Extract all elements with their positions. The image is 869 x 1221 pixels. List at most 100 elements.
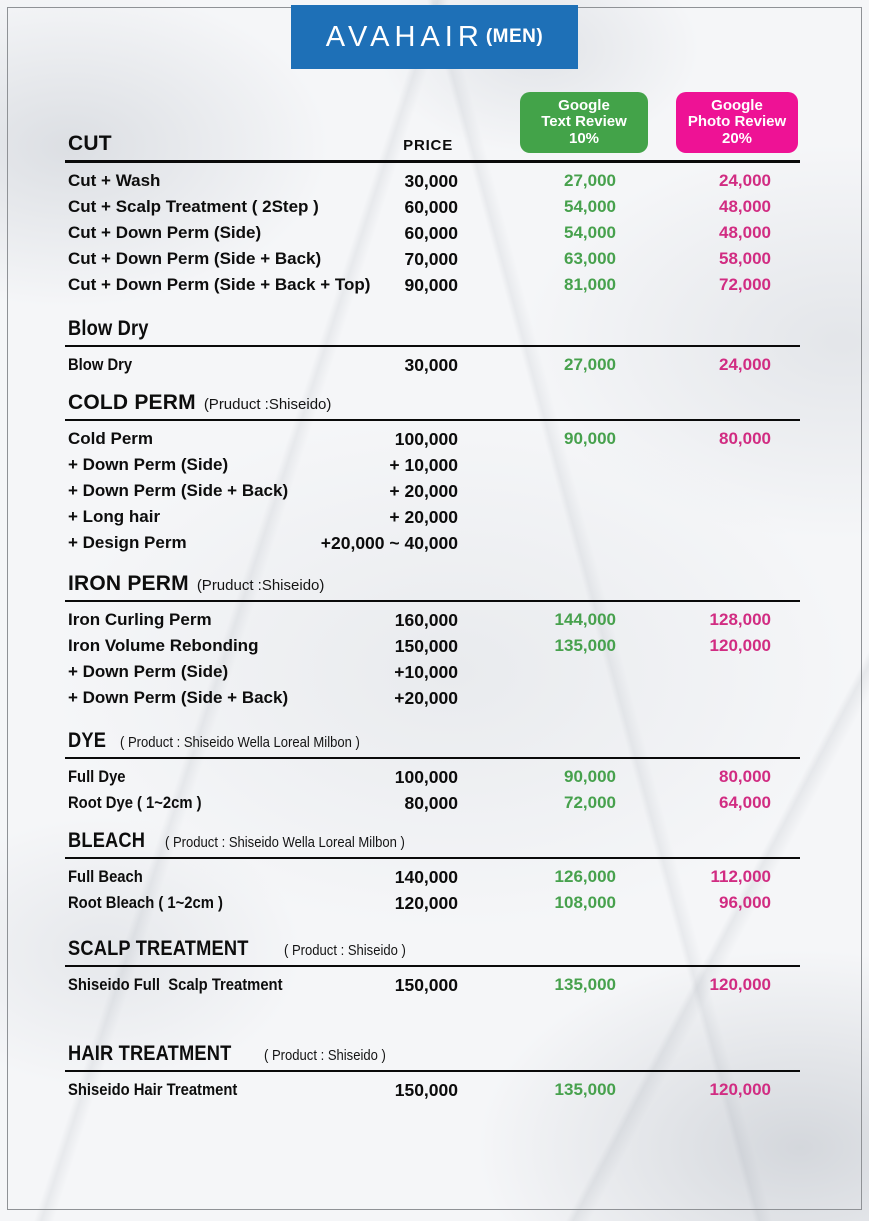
photo-review-price: 72,000 [719, 275, 771, 294]
text-review-price: 27,000 [564, 171, 616, 190]
service-name: + Down Perm (Side + Back) [68, 688, 289, 707]
service-name: Cut + Down Perm (Side) [68, 223, 262, 242]
section-cut: CUT PRICE Cut + Wash 30,000 27,000 24,000 Cut … [65, 132, 800, 298]
price-row: Cold Perm 100,000 90,000 80,000 [68, 426, 771, 452]
service-name: + Long hair [68, 507, 161, 526]
price-value: 150,000 [394, 974, 458, 995]
price-row: + Down Perm (Side + Back) +20,000 [68, 685, 771, 711]
section-note: ( Product : Shiseido Wella Loreal Milbon… [119, 734, 360, 751]
photo-review-price: 112,000 [710, 867, 771, 886]
price-row: Cut + Down Perm (Side) 60,000 54,000 48,000 [68, 220, 771, 246]
photo-review-price: 120,000 [709, 1080, 771, 1099]
price-row: Iron Curling Perm 160,000 144,000 128,000 [68, 607, 771, 633]
section-dye: DYE ( Product : Shiseido Wella Loreal Mil… [65, 729, 800, 816]
section-title: DYE [68, 729, 107, 752]
badge-label: Photo Review [687, 113, 787, 131]
price-column-header: PRICE [403, 137, 453, 154]
text-review-price: 90,000 [564, 429, 616, 448]
section-note: ( Product : Shiseido ) [263, 1047, 386, 1064]
service-name: Cut + Wash [68, 171, 161, 190]
section-header: CUT PRICE [68, 132, 771, 156]
section-header: SCALP TREATMENT ( Product : Shiseido ) [68, 937, 771, 961]
price-value: +20,000 [394, 687, 458, 708]
section-header: DYE ( Product : Shiseido Wella Loreal Mil… [68, 729, 771, 753]
price-row: Shiseido Hair Treatment 150,000 135,000 120… [68, 1077, 771, 1103]
price-value: 160,000 [394, 609, 458, 630]
price-row: Iron Volume Rebonding 150,000 135,000 120,0… [68, 633, 771, 659]
section-title: CUT [68, 132, 112, 155]
badge-percent: 10% [568, 129, 600, 147]
service-name: + Down Perm (Side) [68, 662, 229, 681]
price-row: Cut + Down Perm (Side + Back) 70,000 63,00… [68, 246, 771, 272]
service-name: Cut + Down Perm (Side + Back + Top) [68, 275, 371, 294]
section-divider [65, 857, 800, 859]
section-bleach: BLEACH ( Product : Shiseido Wella Loreal … [65, 829, 800, 916]
section-scalp-treatment: SCALP TREATMENT( Product : Shiseido ) Shi… [65, 937, 800, 998]
service-name: Shiseido Hair Treatment [68, 1080, 238, 1099]
service-name: + Down Perm (Side + Back) [68, 481, 289, 500]
section-divider [65, 160, 800, 163]
price-value: 150,000 [394, 1079, 458, 1100]
price-list: CUT PRICE Cut + Wash 30,000 27,000 24,000 Cut … [0, 132, 869, 1103]
brand-logo-text: AVAHAIR [325, 20, 484, 53]
text-review-price: 144,000 [554, 610, 616, 629]
section-header-left: SCALP TREATMENT ( Product : Shiseido ) [68, 937, 771, 961]
service-name: Root Dye ( 1~2cm ) [68, 793, 202, 812]
section-header: BLEACH ( Product : Shiseido Wella Loreal … [68, 829, 771, 853]
photo-review-price: 96,000 [719, 893, 771, 912]
section-header-left: IRON PERM (Pruduct :Shiseido) [68, 572, 771, 596]
text-review-price: 81,000 [564, 275, 616, 294]
price-value: 150,000 [394, 635, 458, 656]
price-value: +20,000 ~ 40,000 [320, 532, 458, 553]
badge-label: Text Review [541, 113, 627, 131]
section-blow-dry: Blow Dry Blow Dry 30,000 27,000 24,000 [65, 317, 800, 378]
section-title: HAIR TREATMENT [68, 1042, 232, 1065]
price-row: + Down Perm (Side + Back) + 20,000 [68, 478, 771, 504]
price-row: Shiseido Full Scalp Treatment 150,000 135,… [68, 972, 771, 998]
text-review-price: 27,000 [564, 355, 616, 374]
price-value: 120,000 [394, 892, 458, 913]
price-row: Root Dye ( 1~2cm ) 80,000 72,000 64,000 [68, 790, 771, 816]
section-header-left: Blow Dry [68, 317, 771, 341]
price-value: 100,000 [394, 428, 458, 449]
text-review-price: 135,000 [554, 636, 616, 655]
photo-review-price: 80,000 [719, 767, 771, 786]
section-header: IRON PERM (Pruduct :Shiseido) [68, 572, 771, 596]
google-text-review-badge: Google Text Review 10% [520, 92, 648, 153]
price-row: Blow Dry 30,000 27,000 24,000 [68, 352, 771, 378]
brand-logo-suffix: (MEN) [485, 26, 544, 47]
text-review-price: 90,000 [564, 767, 616, 786]
service-name: Full Dye [68, 767, 126, 786]
service-name: Cut + Down Perm (Side + Back) [68, 249, 322, 268]
photo-review-price: 128,000 [709, 610, 771, 629]
section-title: Blow Dry [68, 317, 149, 340]
service-name: + Down Perm (Side) [68, 455, 229, 474]
section-divider [65, 419, 800, 421]
section-divider [65, 965, 800, 967]
section-hair-treatment: HAIR TREATMENT ( Product : Shiseido ) Shis… [65, 1042, 800, 1103]
text-review-price: 54,000 [564, 197, 616, 216]
price-value: 60,000 [404, 196, 458, 217]
section-divider [65, 757, 800, 759]
service-name: Full Beach [68, 867, 143, 886]
price-row: Cut + Down Perm (Side + Back + Top) 90,00… [68, 272, 771, 298]
price-value: 80,000 [404, 792, 458, 813]
section-note: ( Product : Shiseido ) [283, 942, 406, 959]
price-row: + Down Perm (Side) + 10,000 [68, 452, 771, 478]
price-value: + 20,000 [389, 480, 458, 501]
text-review-price: 126,000 [554, 867, 616, 886]
text-review-price: 135,000 [554, 1080, 616, 1099]
section-header-left: HAIR TREATMENT ( Product : Shiseido ) [68, 1042, 771, 1066]
section-header: Blow Dry [68, 317, 771, 341]
section-title: BLEACH [68, 829, 146, 852]
price-value: 30,000 [404, 170, 458, 191]
price-row: Cut + Wash 30,000 27,000 24,000 [68, 168, 771, 194]
section-cold-perm: COLD PERM (Pruduct :Shiseido) Cold Perm 100… [65, 391, 800, 556]
text-review-price: 72,000 [564, 793, 616, 812]
google-photo-review-badge: Google Photo Review 20% [676, 92, 798, 153]
section-note: ( Product : Shiseido Wella Loreal Milbon… [164, 834, 405, 851]
section-iron-perm: IRON PERM (Pruduct :Shiseido) Iron Curling… [65, 572, 800, 711]
price-row: Full Beach 140,000 126,000 112,000 [68, 864, 771, 890]
section-note: (Pruduct :Shiseido) [203, 396, 332, 413]
